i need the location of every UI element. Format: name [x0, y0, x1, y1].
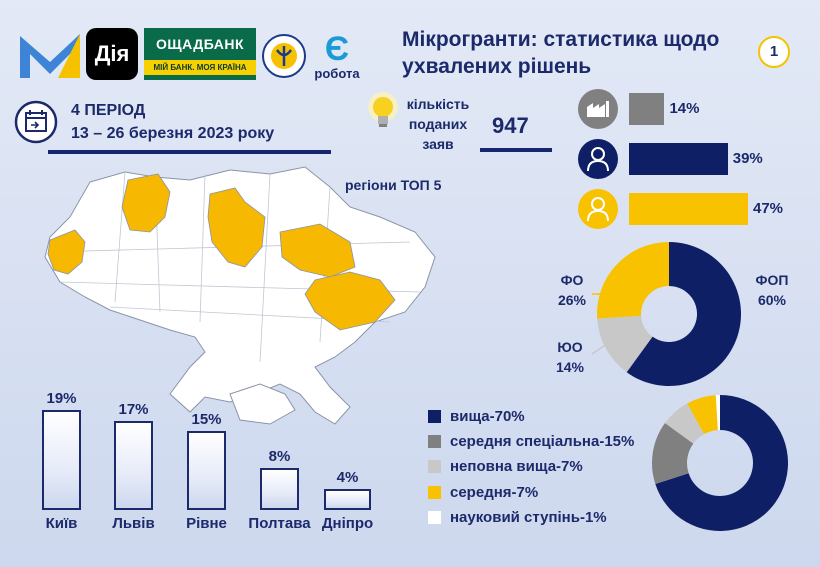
employment-service-emblem-icon [262, 34, 306, 78]
legal-entity-icon [578, 89, 618, 129]
education-legend-item: неповна вища-7% [428, 458, 583, 475]
donut-label-yuo-value: 14% [555, 359, 585, 375]
education-legend-item: науковий ступінь-1% [428, 509, 607, 526]
legend-swatch [428, 460, 441, 473]
education-slice-2 [664, 403, 705, 444]
woman-icon [578, 189, 618, 229]
oschadbank-slogan: МІЙ БАНК. МОЯ КРАЇНА [144, 59, 256, 75]
oschadbank-logo: ОЩАДБАНК МІЙ БАНК. МОЯ КРАЇНА [144, 28, 256, 80]
map-region-dnipro [304, 271, 396, 331]
applications-underline [480, 148, 552, 152]
hbar-label-2: 47% [753, 200, 784, 217]
period-label: 4 ПЕРІОД [71, 102, 146, 119]
map-region-rivne [121, 173, 171, 233]
hbar-label-1: 39% [732, 150, 763, 167]
region-bar [260, 467, 299, 510]
region-name-label: Київ [45, 515, 78, 532]
robota-logo: Є робота [310, 28, 364, 84]
region-name-label: Рівне [186, 515, 227, 532]
map-region-kyiv [207, 187, 266, 268]
ukraine-map [44, 166, 436, 425]
period-underline [48, 150, 331, 154]
donut-label-fop-name: ФОП [755, 272, 789, 288]
hbar-2 [629, 193, 748, 225]
donut-leader-lines [591, 293, 617, 355]
legend-swatch [428, 486, 441, 499]
education-slice-0 [655, 395, 788, 531]
legal-form-slice-2 [597, 242, 669, 319]
donut-label-fo: ФО 26% [548, 270, 596, 310]
ministry-logo [18, 28, 82, 82]
legal-form-donut-chart [597, 242, 741, 386]
map-region-poltava [279, 223, 356, 278]
donut-label-yuo-name: ЮО [557, 339, 583, 355]
region-value-label: 15% [191, 411, 222, 429]
legend-swatch [428, 410, 441, 423]
region-value-label: 17% [118, 400, 149, 418]
education-legend-item: середня спеціальна-15% [428, 433, 634, 450]
region-bar [187, 431, 226, 510]
legend-label: науковий ступінь-1% [450, 509, 607, 526]
legend-label: неповна вища-7% [450, 458, 583, 475]
lightbulb-icon [366, 90, 400, 134]
oschadbank-logo-text: ОЩАДБАНК [155, 35, 245, 52]
region-name-label: Полтава [248, 515, 311, 532]
legend-label: середня-7% [450, 484, 539, 501]
region-value-label: 4% [336, 468, 359, 486]
robota-logo-letter: Є [324, 29, 350, 68]
period-dates: 13 – 26 березня 2023 року [71, 125, 275, 142]
region-bar [114, 420, 153, 510]
hbar-1 [629, 143, 728, 175]
applications-value: 947 [492, 113, 529, 138]
calendar-icon [14, 100, 58, 144]
legal-form-slice-0 [626, 242, 741, 386]
education-donut-chart [652, 395, 788, 531]
region-name-label: Львів [112, 515, 155, 532]
donut-label-fop-value: 60% [757, 292, 787, 308]
region-value-label: 8% [268, 447, 291, 465]
donut-label-fo-name: ФО [560, 272, 584, 288]
region-bar [324, 488, 371, 510]
legend-label: вища-70% [450, 408, 525, 425]
diia-logo: Дія [86, 28, 138, 80]
region-bar [42, 410, 81, 510]
donut-label-fo-value: 26% [557, 292, 587, 308]
donut-label-fop: ФОП 60% [748, 270, 796, 310]
ministry-logo-icon [20, 34, 80, 78]
robota-logo-text: робота [314, 65, 360, 81]
education-slice-3 [687, 395, 718, 435]
education-legend-item: середня-7% [428, 484, 538, 501]
hbar-label-0: 14% [669, 100, 700, 117]
hbar-0 [629, 93, 665, 125]
map-region-lviv [47, 229, 86, 275]
applications-label: кількість поданих заяв [406, 96, 470, 152]
employment-service-logo [262, 34, 306, 78]
education-slice-4 [715, 395, 720, 431]
page-title: Мікрогранти: статистика щодо ухвалених р… [402, 28, 720, 78]
man-icon [578, 139, 618, 179]
region-value-label: 19% [46, 390, 77, 407]
region-name-label: Дніпро [321, 515, 374, 532]
legend-swatch [428, 511, 441, 524]
donut-label-yuo: ЮО 14% [546, 337, 594, 377]
education-legend-item: вища-70% [428, 408, 525, 425]
page-number: 1 [758, 36, 790, 68]
legend-swatch [428, 435, 441, 448]
map-title: регіони ТОП 5 [345, 177, 442, 193]
legal-form-slice-1 [597, 315, 653, 373]
diia-logo-text: Дія [94, 41, 130, 66]
legend-label: середня спеціальна-15% [450, 433, 635, 450]
education-slice-1 [652, 423, 694, 485]
